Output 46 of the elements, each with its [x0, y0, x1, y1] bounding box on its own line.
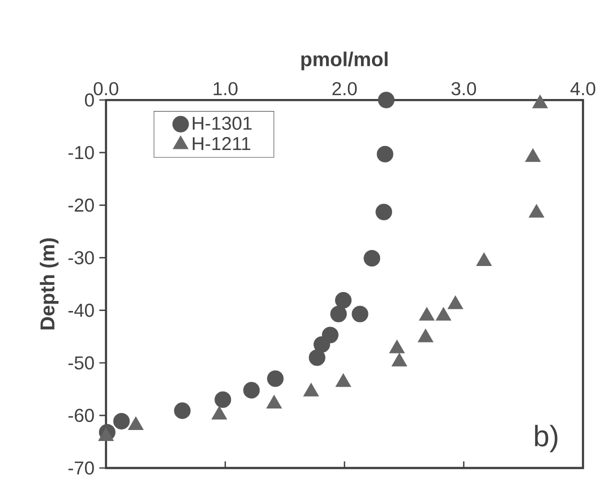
point — [364, 250, 380, 267]
point — [330, 306, 347, 322]
y-tick-label: -50 — [68, 356, 94, 370]
point — [448, 296, 464, 310]
point — [214, 391, 232, 408]
x-tick-label: 2.0 — [332, 82, 357, 96]
point — [212, 406, 228, 420]
point — [314, 336, 330, 353]
point — [376, 146, 394, 162]
y-tick-label: 0 — [84, 93, 94, 107]
point — [98, 428, 114, 442]
point — [243, 382, 260, 398]
y-tick-label: -20 — [68, 198, 94, 212]
point — [335, 292, 352, 309]
point — [128, 416, 144, 430]
point — [419, 307, 435, 321]
point — [392, 352, 408, 366]
x-tick-label: 1.0 — [214, 82, 238, 96]
point — [389, 340, 405, 354]
point — [476, 252, 492, 266]
point — [267, 370, 284, 387]
point — [436, 307, 452, 321]
x-tick-label: 4.0 — [570, 82, 596, 96]
point — [113, 412, 130, 430]
y-tick-label: -10 — [68, 146, 94, 160]
y-tick-label: -60 — [68, 408, 94, 422]
point — [303, 382, 319, 396]
point — [336, 373, 352, 387]
point — [528, 204, 544, 218]
point — [174, 402, 191, 419]
point — [308, 349, 326, 366]
point — [266, 394, 282, 408]
point — [378, 92, 395, 108]
point — [418, 328, 434, 342]
y-tick-label: -70 — [68, 461, 94, 475]
x-axis-title: pmol/mol — [301, 52, 388, 70]
x-tick-label: 3.0 — [451, 82, 476, 96]
legend-label: H-1211 — [192, 137, 250, 150]
legend-label: H-1301 — [192, 116, 252, 130]
y-tick-label: -30 — [68, 251, 94, 264]
annotation: b) — [535, 424, 558, 452]
y-tick-label: -40 — [68, 304, 94, 317]
point — [352, 306, 368, 322]
x-tick-label: 0.0 — [94, 82, 118, 96]
y-axis-title: Depth (m) — [40, 238, 58, 330]
point — [376, 204, 392, 220]
